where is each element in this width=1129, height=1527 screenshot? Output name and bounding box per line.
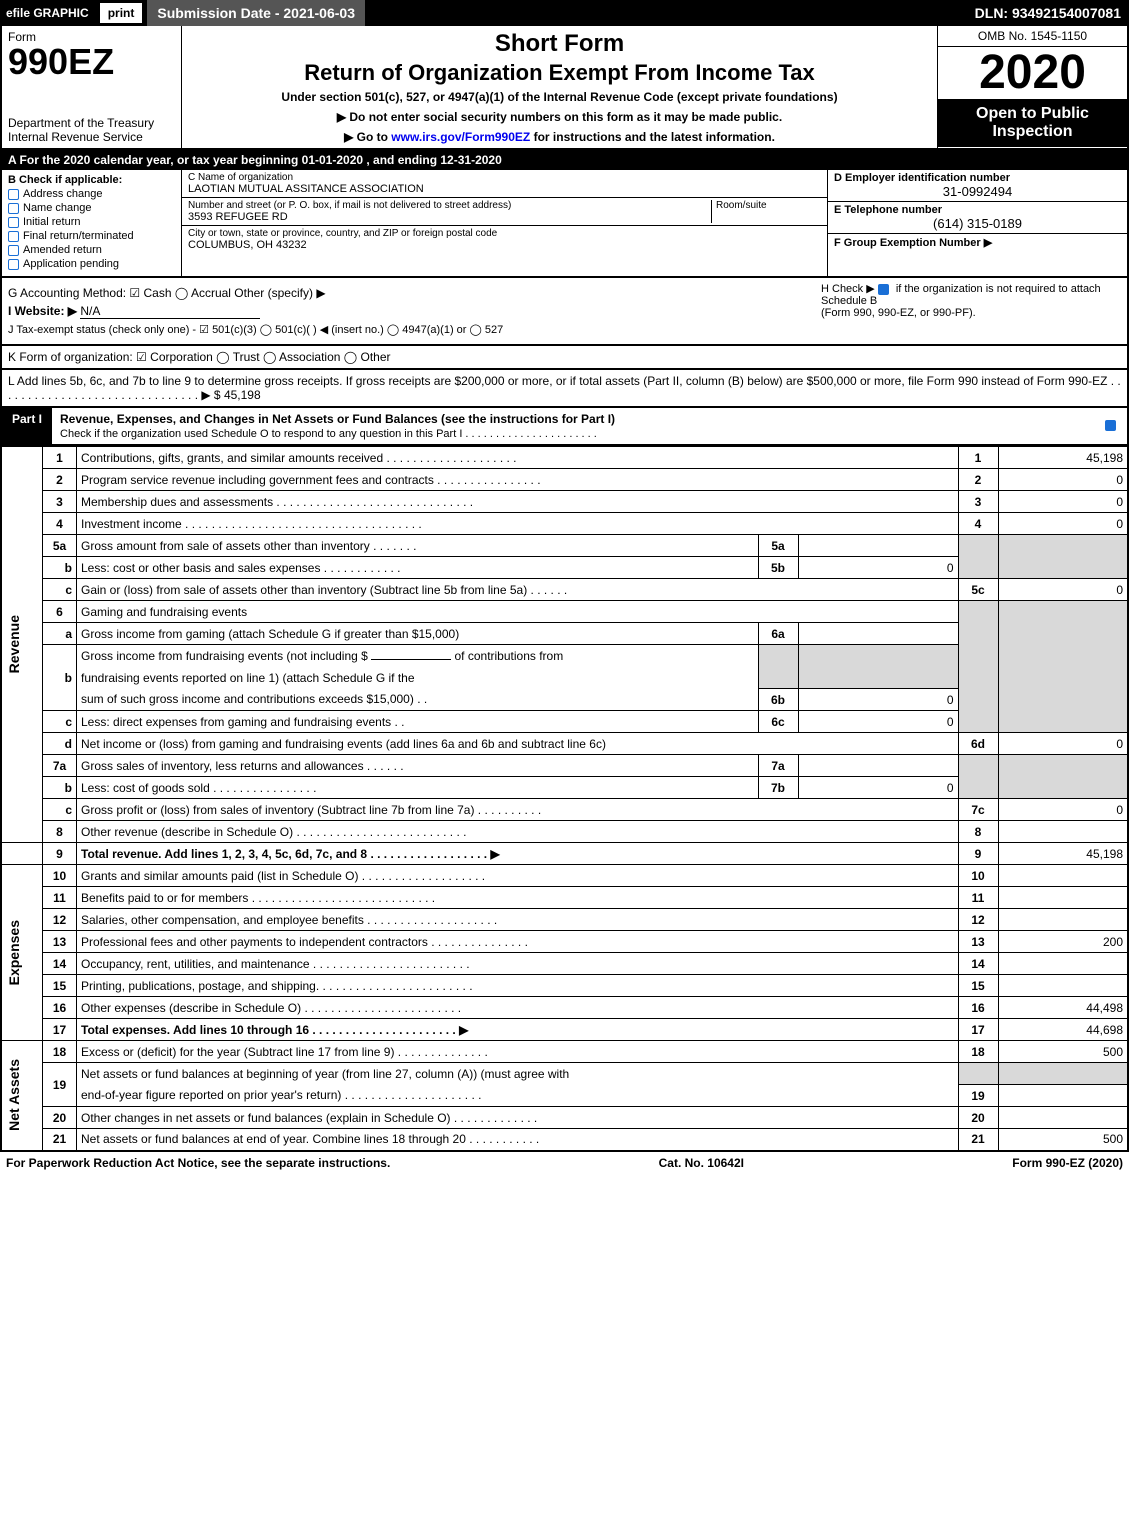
irs-link[interactable]: www.irs.gov/Form990EZ — [391, 130, 530, 144]
side-net-assets: Net Assets — [6, 1059, 22, 1131]
entity-right: D Employer identification number 31-0992… — [827, 170, 1127, 276]
efile-top-bar: efile GRAPHIC print Submission Date - 20… — [0, 0, 1129, 26]
chk-name-change[interactable]: Name change — [8, 202, 175, 214]
ssn-warning: ▶ Do not enter social security numbers o… — [190, 110, 929, 124]
line-18: Net Assets 18Excess or (deficit) for the… — [1, 1041, 1128, 1063]
addr-label: Number and street (or P. O. box, if mail… — [188, 200, 711, 211]
goto-line: ▶ Go to www.irs.gov/Form990EZ for instru… — [190, 130, 929, 144]
room-label: Room/suite — [716, 200, 821, 211]
d-label: D Employer identification number — [834, 172, 1010, 184]
website-value: N/A — [80, 304, 260, 319]
e-label: E Telephone number — [834, 204, 942, 216]
row-h: H Check ▶ if the organization is not req… — [821, 282, 1121, 319]
row-l-text: L Add lines 5b, 6c, and 7b to line 9 to … — [8, 374, 1121, 402]
chk-amended-return[interactable]: Amended return — [8, 244, 175, 256]
chk-application-pending[interactable]: Application pending — [8, 258, 175, 270]
line-5a: 5aGross amount from sale of assets other… — [1, 535, 1128, 557]
line-21: 21Net assets or fund balances at end of … — [1, 1129, 1128, 1151]
meta-rows: H Check ▶ if the organization is not req… — [0, 278, 1129, 346]
row-l-amount: 45,198 — [224, 388, 261, 402]
submission-date: Submission Date - 2021-06-03 — [147, 0, 365, 26]
line-5c: cGain or (loss) from sale of assets othe… — [1, 579, 1128, 601]
header-right: OMB No. 1545-1150 2020 Open to Public In… — [937, 26, 1127, 148]
form-number: 990EZ — [8, 44, 175, 80]
phone: (614) 315-0189 — [834, 216, 1121, 231]
line-20: 20Other changes in net assets or fund ba… — [1, 1107, 1128, 1129]
line-6d: dNet income or (loss) from gaming and fu… — [1, 733, 1128, 755]
line-17: 17Total expenses. Add lines 10 through 1… — [1, 1019, 1128, 1041]
ein: 31-0992494 — [834, 184, 1121, 199]
org-city: COLUMBUS, OH 43232 — [188, 239, 821, 251]
line-4: 4Investment income . . . . . . . . . . .… — [1, 513, 1128, 535]
line-12: 12Salaries, other compensation, and empl… — [1, 909, 1128, 931]
goto-pre: ▶ Go to — [344, 130, 391, 144]
line-11: 11Benefits paid to or for members . . . … — [1, 887, 1128, 909]
line-2: 2Program service revenue including gover… — [1, 469, 1128, 491]
f-label: F Group Exemption Number ▶ — [834, 237, 992, 249]
short-form-title: Short Form — [190, 30, 929, 58]
side-expenses: Expenses — [6, 920, 22, 985]
line-6: 6Gaming and fundraising events — [1, 601, 1128, 623]
line-19b: end-of-year figure reported on prior yea… — [1, 1085, 1128, 1107]
entity-middle: C Name of organization LAOTIAN MUTUAL AS… — [182, 170, 827, 276]
check-b-header: B Check if applicable: — [8, 174, 175, 186]
chk-final-return[interactable]: Final return/terminated — [8, 230, 175, 242]
line-14: 14Occupancy, rent, utilities, and mainte… — [1, 953, 1128, 975]
page-footer: For Paperwork Reduction Act Notice, see … — [0, 1152, 1129, 1174]
line-7a: 7aGross sales of inventory, less returns… — [1, 755, 1128, 777]
line-9: 9Total revenue. Add lines 1, 2, 3, 4, 5c… — [1, 843, 1128, 865]
entity-block: B Check if applicable: Address change Na… — [0, 170, 1129, 278]
line-16: 16Other expenses (describe in Schedule O… — [1, 997, 1128, 1019]
efile-label: efile GRAPHIC — [0, 6, 95, 20]
line-15: 15Printing, publications, postage, and s… — [1, 975, 1128, 997]
line-7c: cGross profit or (loss) from sales of in… — [1, 799, 1128, 821]
omb-number: OMB No. 1545-1150 — [938, 26, 1127, 47]
line-3: 3Membership dues and assessments . . . .… — [1, 491, 1128, 513]
row-k: K Form of organization: ☑ Corporation ◯ … — [0, 346, 1129, 370]
goto-post: for instructions and the latest informat… — [530, 130, 775, 144]
line-1: Revenue 1 Contributions, gifts, grants, … — [1, 447, 1128, 469]
footer-right: Form 990-EZ (2020) — [1012, 1156, 1123, 1170]
header-middle: Short Form Return of Organization Exempt… — [182, 26, 937, 148]
line-8: 8Other revenue (describe in Schedule O) … — [1, 821, 1128, 843]
print-button[interactable]: print — [99, 2, 144, 24]
part-i-title: Revenue, Expenses, and Changes in Net As… — [52, 408, 1097, 444]
part-i-tag: Part I — [2, 408, 52, 444]
line-10: Expenses 10Grants and similar amounts pa… — [1, 865, 1128, 887]
dept-irs: Internal Revenue Service — [8, 130, 175, 144]
form-header: Form 990EZ Department of the Treasury In… — [0, 26, 1129, 150]
part-i-table: Revenue 1 Contributions, gifts, grants, … — [0, 446, 1129, 1152]
chk-schedule-b[interactable] — [878, 284, 889, 295]
h-sub: (Form 990, 990-EZ, or 990-PF). — [821, 307, 976, 319]
footer-cat: Cat. No. 10642I — [659, 1156, 744, 1170]
row-j: J Tax-exempt status (check only one) - ☑… — [8, 323, 1121, 336]
part-i-sub: Check if the organization used Schedule … — [60, 428, 597, 440]
footer-left: For Paperwork Reduction Act Notice, see … — [6, 1156, 390, 1170]
dept-treasury: Department of the Treasury — [8, 116, 175, 130]
chk-initial-return[interactable]: Initial return — [8, 216, 175, 228]
check-if-applicable: B Check if applicable: Address change Na… — [2, 170, 182, 276]
line-13: 13Professional fees and other payments t… — [1, 931, 1128, 953]
chk-address-change[interactable]: Address change — [8, 188, 175, 200]
form-subtitle: Under section 501(c), 527, or 4947(a)(1)… — [190, 90, 929, 104]
i-label: I Website: ▶ — [8, 304, 77, 318]
part-i-header: Part I Revenue, Expenses, and Changes in… — [0, 408, 1129, 446]
chk-schedule-o[interactable] — [1105, 420, 1116, 431]
org-address: 3593 REFUGEE RD — [188, 211, 711, 223]
c-label: C Name of organization — [188, 172, 821, 183]
row-a-tax-year: A For the 2020 calendar year, or tax yea… — [0, 150, 1129, 170]
row-l: L Add lines 5b, 6c, and 7b to line 9 to … — [0, 370, 1129, 408]
side-revenue: Revenue — [6, 615, 22, 673]
tax-year: 2020 — [938, 47, 1127, 99]
dln-label: DLN: 93492154007081 — [967, 5, 1129, 21]
h-pre: H Check ▶ — [821, 283, 878, 295]
org-name: LAOTIAN MUTUAL ASSITANCE ASSOCIATION — [188, 183, 821, 195]
header-left: Form 990EZ Department of the Treasury In… — [2, 26, 182, 148]
open-to-public: Open to Public Inspection — [938, 99, 1127, 147]
form-title: Return of Organization Exempt From Incom… — [190, 60, 929, 86]
line-19a: 19Net assets or fund balances at beginni… — [1, 1063, 1128, 1085]
city-label: City or town, state or province, country… — [188, 228, 821, 239]
